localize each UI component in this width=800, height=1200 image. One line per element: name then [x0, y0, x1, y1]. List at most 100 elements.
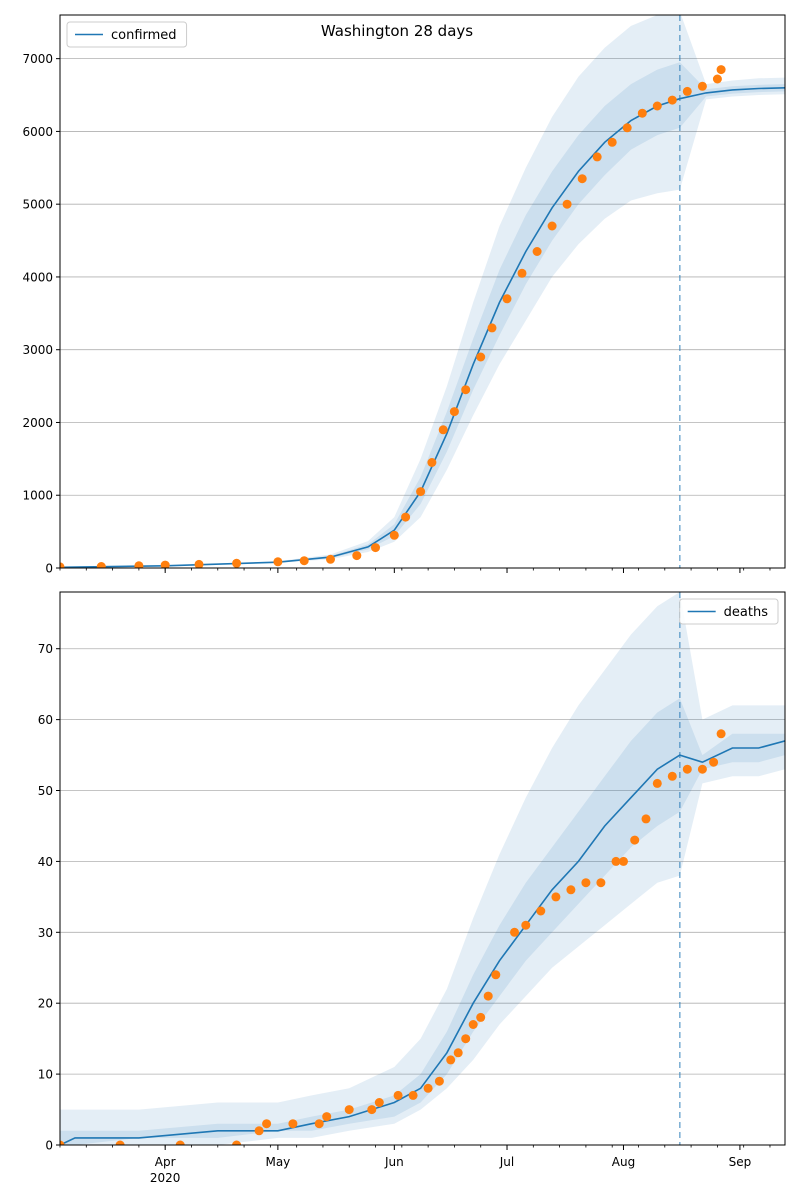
observed-point: [453, 1048, 463, 1058]
observed-point: [254, 1126, 264, 1136]
observed-point: [611, 856, 621, 866]
observed-point: [483, 991, 493, 1001]
observed-point: [521, 920, 531, 930]
observed-point: [194, 559, 204, 568]
observed-point: [468, 1020, 478, 1029]
observed-point: [401, 512, 411, 522]
x-tick-label: Sep: [729, 1155, 752, 1169]
legend-box: [66, 21, 188, 48]
observed-point: [476, 352, 486, 362]
y-tick-label: 60: [38, 713, 53, 727]
x-tick-sublabel: 2020: [150, 1171, 181, 1185]
y-tick-label: 70: [38, 642, 53, 656]
observed-point: [491, 970, 501, 980]
axes-frame: [59, 14, 786, 569]
observed-point: [697, 81, 707, 91]
observed-point: [446, 1055, 456, 1065]
observed-point: [160, 560, 170, 568]
y-tick-label: 1000: [22, 489, 53, 503]
observed-point: [697, 764, 707, 774]
observed-point: [641, 814, 651, 824]
x-tick-label: Aug: [612, 1155, 635, 1169]
observed-point: [416, 487, 426, 497]
y-tick-label: 40: [38, 855, 53, 869]
outer-interval-band: [60, 592, 785, 1145]
observed-point: [461, 1034, 471, 1044]
observed-point: [374, 1098, 384, 1107]
y-tick-label: 2000: [22, 416, 53, 430]
observed-point: [232, 558, 242, 568]
observed-point: [502, 294, 512, 304]
observed-point: [408, 1090, 418, 1100]
observed-point: [371, 543, 380, 553]
observed-point: [273, 557, 283, 567]
observed-point: [652, 101, 662, 111]
observed-point: [393, 1090, 403, 1100]
observed-point: [60, 1140, 65, 1145]
x-tick-label: May: [265, 1155, 290, 1169]
confirmed-axes: 0 1000 2000 3000 4000 5000 6000 7000 confirmed: [22, 14, 786, 576]
observed-point: [637, 108, 647, 118]
observed-point: [175, 1140, 185, 1145]
plot-area: [60, 592, 785, 1145]
x-tick-label: Jun: [384, 1155, 404, 1169]
observed-point: [622, 123, 632, 133]
observed-point: [427, 458, 437, 467]
y-tick-label: 0: [45, 1139, 53, 1153]
observed-point: [423, 1083, 433, 1093]
observed-point: [667, 95, 677, 105]
observed-point: [607, 137, 617, 147]
observed-point: [547, 221, 557, 231]
legend-label: confirmed: [111, 28, 177, 43]
observed-point: [716, 729, 726, 739]
observed-point: [536, 906, 546, 916]
plot-area: [60, 15, 785, 568]
observed-point: [438, 425, 448, 435]
observed-point: [288, 1119, 298, 1129]
x-tick-label: Apr: [155, 1155, 176, 1169]
observed-point: [134, 561, 144, 568]
observed-point: [352, 551, 362, 561]
y-tick-label: 30: [38, 926, 53, 940]
observed-point: [232, 1140, 242, 1145]
observed-point: [667, 771, 677, 781]
observed-point: [532, 247, 542, 256]
outer-interval-band: [60, 15, 785, 568]
legend: deaths: [679, 598, 779, 625]
observed-point: [60, 562, 65, 568]
observed-point: [517, 268, 527, 278]
y-tick-label: 20: [38, 997, 53, 1011]
axes-frame: [59, 591, 786, 1146]
observed-point: [314, 1119, 324, 1129]
observed-point: [562, 199, 572, 209]
y-tick-label: 5000: [22, 198, 53, 212]
observed-point: [682, 764, 692, 774]
y-tick-label: 6000: [22, 125, 53, 139]
y-tick-label: 3000: [22, 343, 53, 357]
observed-point: [262, 1119, 272, 1129]
y-tick-label: 7000: [22, 52, 53, 66]
observed-point: [510, 927, 519, 937]
legend-label: deaths: [724, 605, 769, 620]
observed-point: [551, 892, 561, 902]
observed-point: [115, 1140, 125, 1145]
observed-point: [389, 530, 399, 540]
observed-point: [566, 885, 576, 895]
model-median-line: [60, 87, 785, 568]
observed-point: [652, 778, 662, 788]
y-tick-label: 4000: [22, 270, 53, 284]
observed-point: [682, 86, 692, 96]
observed-point: [322, 1112, 332, 1122]
observed-point: [630, 835, 640, 845]
observed-point: [96, 562, 106, 568]
observed-point: [712, 74, 722, 84]
observed-point: [326, 554, 335, 564]
observed-point: [709, 757, 719, 767]
y-tick-label: 50: [38, 784, 53, 798]
observed-point: [716, 65, 726, 75]
observed-point: [299, 556, 309, 566]
observed-point: [592, 152, 602, 162]
observed-point: [487, 323, 497, 333]
figure-title: Washington 28 days: [321, 22, 473, 40]
